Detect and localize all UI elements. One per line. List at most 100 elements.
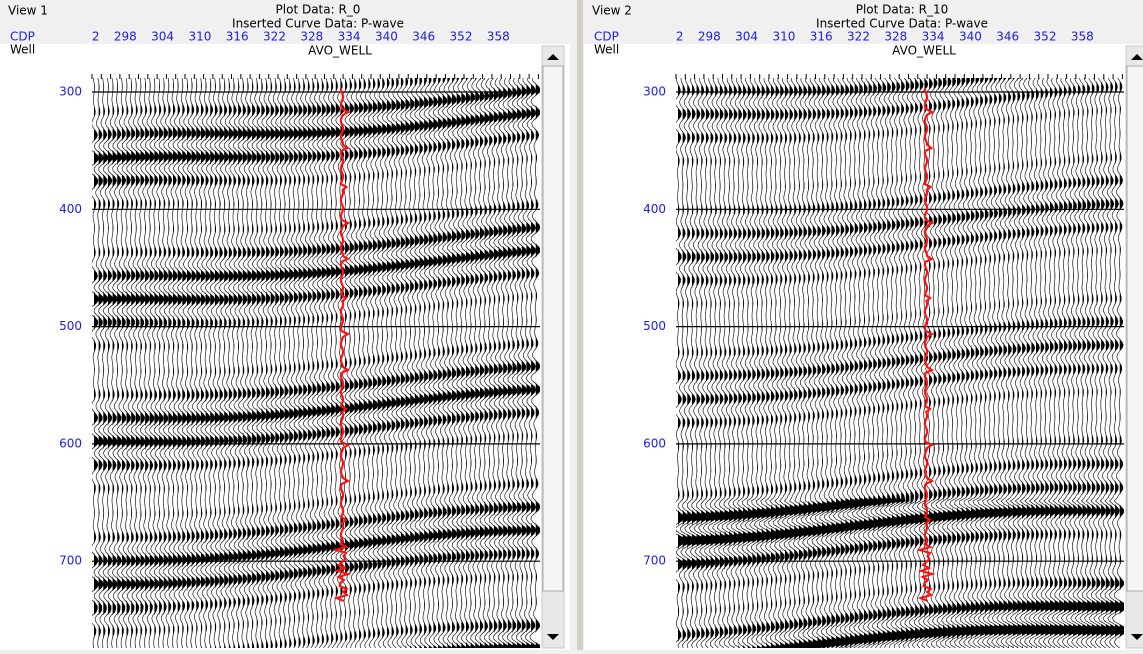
cdp-tick-label: 346: [412, 30, 435, 44]
seismic-trace: [911, 78, 928, 648]
seismic-trace: [242, 78, 253, 648]
seismic-trace: [1088, 78, 1105, 648]
seismic-trace: [409, 78, 421, 648]
seismic-trace: [502, 78, 515, 648]
trace-fill: [489, 78, 496, 648]
seismic-trace: [865, 78, 881, 648]
trace-fill: [747, 78, 755, 648]
trace-fill: [126, 78, 132, 648]
seismic-trace: [791, 78, 807, 648]
trace-fill: [943, 78, 950, 648]
scrollbar-thumb[interactable]: [542, 65, 564, 592]
seismic-trace: [153, 78, 165, 648]
trace-fill: [349, 78, 355, 648]
trace-fill: [410, 78, 416, 648]
splitter[interactable]: [577, 0, 583, 650]
scrollbar-thumb[interactable]: [1126, 65, 1143, 592]
trace-fill: [335, 78, 341, 648]
seismic-trace: [953, 78, 970, 648]
curve-data-title: Inserted Curve Data: P-wave: [232, 17, 404, 31]
scroll-up-button[interactable]: [547, 54, 559, 60]
seismic-trace: [842, 78, 858, 648]
scroll-down-button[interactable]: [547, 634, 559, 640]
trace-fill: [331, 78, 337, 648]
seismic-trace: [796, 78, 811, 648]
seismic-trace: [325, 78, 337, 648]
trace-fill: [391, 78, 397, 648]
trace-fill: [163, 78, 169, 648]
time-tick-label: 500: [643, 319, 666, 333]
seismic-trace: [1107, 78, 1123, 648]
seismic-trace: [1033, 78, 1049, 648]
trace-fill: [400, 78, 406, 648]
trace-fill: [131, 78, 136, 648]
seismic-trace: [749, 78, 765, 648]
scroll-down-button[interactable]: [1131, 634, 1143, 640]
scroll-up-button[interactable]: [1131, 54, 1143, 60]
seismic-trace: [353, 78, 365, 648]
trace-fill: [159, 78, 164, 648]
seismic-trace: [307, 78, 318, 648]
trace-fill: [512, 78, 520, 648]
seismic-trace: [1093, 78, 1109, 648]
seismic-trace: [888, 78, 904, 648]
trace-fill: [887, 78, 895, 648]
time-tick-label: 700: [643, 554, 666, 568]
seismic-trace: [121, 78, 132, 648]
seismic-trace: [302, 78, 314, 648]
seismic-trace: [92, 78, 100, 648]
seismic-trace: [414, 78, 425, 648]
seismic-trace: [181, 78, 193, 648]
trace-fill: [957, 78, 964, 648]
seismic-trace: [837, 78, 853, 648]
seismic-trace: [93, 78, 104, 648]
seismic-trace: [731, 78, 746, 648]
seismic-trace: [116, 78, 128, 648]
trace-fill: [405, 78, 411, 648]
seismic-trace: [1111, 78, 1124, 648]
well-label: Well: [10, 43, 35, 57]
cdp-tick-label: 292: [77, 30, 100, 44]
trace-fill: [864, 78, 871, 648]
seismic-trace: [902, 78, 918, 648]
time-tick-label: 600: [643, 436, 666, 450]
trace-fill: [205, 78, 211, 648]
seismic-trace: [232, 78, 244, 648]
seismic-trace: [363, 78, 374, 648]
trace-fill: [933, 78, 941, 648]
seismic-trace: [298, 78, 309, 648]
cdp-tick-label: 304: [735, 30, 758, 44]
seismic-trace: [520, 78, 534, 648]
cdp-tick-label: 352: [450, 30, 473, 44]
seismic-trace: [828, 78, 844, 648]
seismic-trace: [390, 78, 402, 648]
seismic-trace: [381, 78, 393, 648]
seismic-trace: [135, 78, 146, 648]
seismic-trace: [167, 78, 179, 648]
trace-fill: [517, 78, 525, 648]
trace-fill: [479, 78, 487, 648]
seismic-trace: [1047, 78, 1063, 648]
seismic-trace: [456, 78, 468, 648]
seismic-trace: [1000, 78, 1016, 648]
seismic-trace: [1037, 78, 1054, 648]
time-tick-label: 300: [59, 85, 82, 99]
seismic-trace: [898, 78, 913, 648]
cdp-tick-label: 334: [338, 30, 361, 44]
trace-fill: [442, 78, 448, 648]
seismic-trace: [237, 78, 249, 648]
seismic-trace: [107, 78, 118, 648]
seismic-trace: [1028, 78, 1044, 648]
trace-fill: [210, 78, 216, 648]
seismic-trace: [177, 78, 188, 648]
trace-fill: [947, 78, 955, 648]
trace-fill: [354, 78, 360, 648]
seismic-trace: [1051, 78, 1068, 648]
seismic-trace: [200, 78, 211, 648]
trace-fill: [112, 78, 118, 648]
seismic-trace: [493, 78, 506, 648]
seismic-trace: [721, 78, 737, 648]
trace-fill: [705, 78, 714, 648]
seismic-trace: [981, 78, 998, 648]
seismic-trace: [256, 78, 267, 648]
